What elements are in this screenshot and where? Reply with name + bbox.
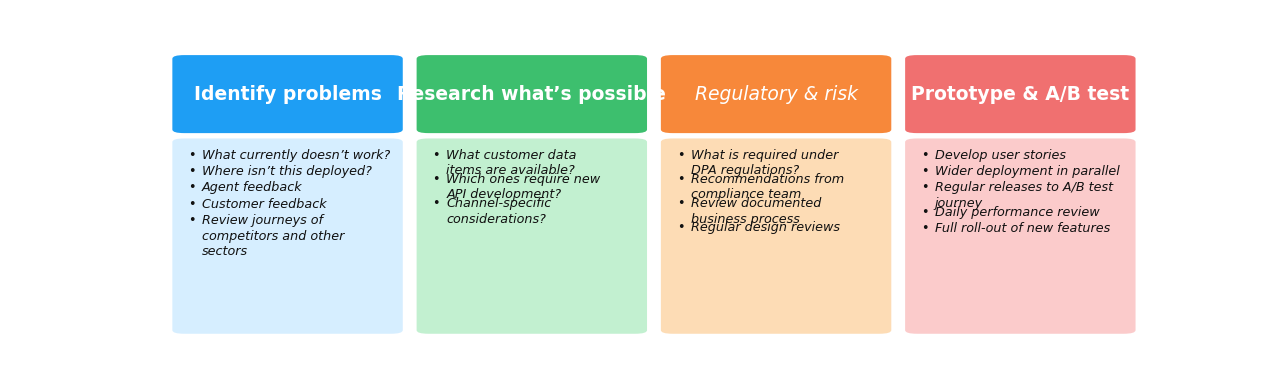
FancyBboxPatch shape	[416, 139, 647, 334]
FancyBboxPatch shape	[905, 55, 1136, 133]
Text: •: •	[921, 222, 929, 235]
Text: •: •	[433, 173, 440, 186]
Text: •: •	[676, 173, 684, 186]
Text: •: •	[188, 181, 195, 194]
Text: Wider deployment in parallel: Wider deployment in parallel	[935, 165, 1119, 178]
Text: Where isn’t this deployed?: Where isn’t this deployed?	[202, 165, 371, 178]
Text: •: •	[921, 206, 929, 219]
Text: Regular releases to A/B test
journey: Regular releases to A/B test journey	[935, 181, 1113, 210]
Text: •: •	[188, 149, 195, 162]
Text: What currently doesn’t work?: What currently doesn’t work?	[202, 149, 390, 162]
Text: •: •	[188, 165, 195, 178]
Text: What customer data
items are available?: What customer data items are available?	[447, 149, 577, 177]
Text: Daily performance review: Daily performance review	[935, 206, 1100, 219]
Text: •: •	[676, 149, 684, 162]
Text: Regular design reviews: Regular design reviews	[690, 221, 840, 234]
FancyBboxPatch shape	[661, 55, 891, 133]
Text: Review journeys of
competitors and other
sectors: Review journeys of competitors and other…	[202, 214, 345, 258]
Text: Channel-specific
considerations?: Channel-specific considerations?	[447, 197, 551, 226]
Text: Develop user stories: Develop user stories	[935, 149, 1065, 162]
FancyBboxPatch shape	[905, 139, 1136, 334]
Text: Customer feedback: Customer feedback	[202, 198, 327, 211]
Text: Prototype & A/B test: Prototype & A/B test	[911, 85, 1129, 104]
Text: Identify problems: Identify problems	[194, 85, 382, 104]
Text: Full roll-out of new features: Full roll-out of new features	[935, 222, 1110, 235]
FancyBboxPatch shape	[416, 55, 647, 133]
Text: Regulatory & risk: Regulatory & risk	[694, 85, 857, 104]
Text: Which ones require new
API development?: Which ones require new API development?	[447, 173, 601, 201]
Text: •: •	[921, 165, 929, 178]
Text: Recommendations from
compliance team: Recommendations from compliance team	[690, 173, 843, 201]
Text: •: •	[433, 149, 440, 162]
Text: What is required under
DPA regulations?: What is required under DPA regulations?	[690, 149, 838, 177]
Text: Agent feedback: Agent feedback	[202, 181, 302, 194]
Text: Research what’s possible: Research what’s possible	[397, 85, 666, 104]
Text: •: •	[433, 197, 440, 210]
Text: •: •	[921, 181, 929, 194]
Text: •: •	[676, 221, 684, 234]
FancyBboxPatch shape	[172, 55, 403, 133]
FancyBboxPatch shape	[661, 139, 891, 334]
Text: •: •	[676, 197, 684, 210]
Text: Review documented
business process: Review documented business process	[690, 197, 820, 226]
FancyBboxPatch shape	[172, 139, 403, 334]
Text: •: •	[188, 198, 195, 211]
Text: •: •	[921, 149, 929, 162]
Text: •: •	[188, 214, 195, 227]
